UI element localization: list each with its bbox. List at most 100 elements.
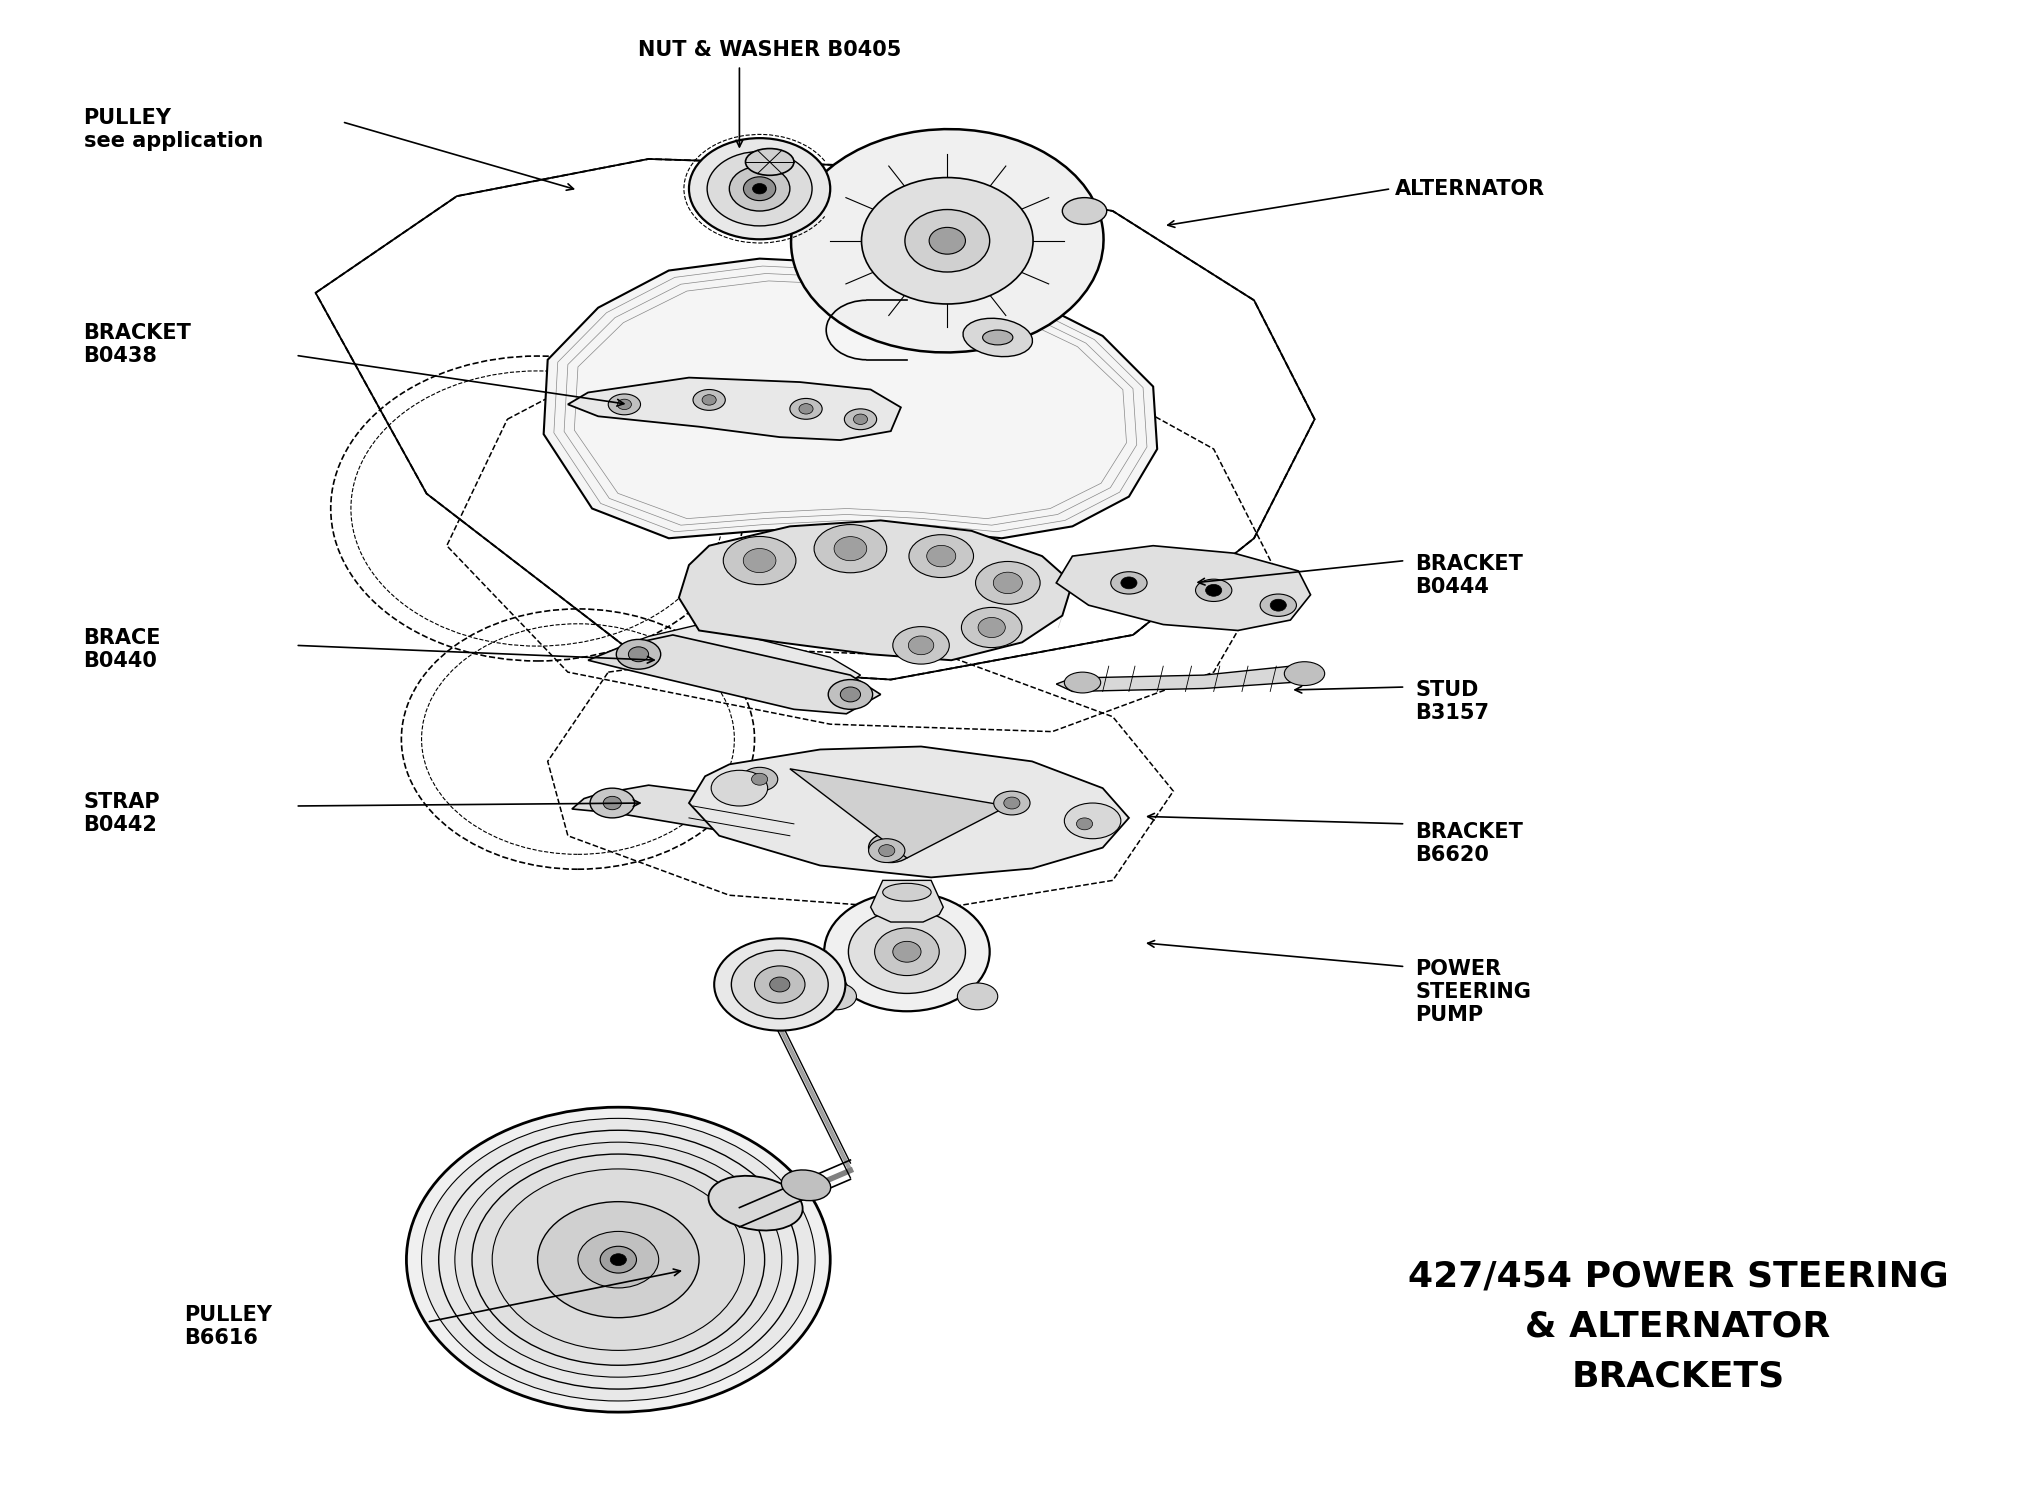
Ellipse shape bbox=[878, 845, 894, 857]
Ellipse shape bbox=[908, 534, 973, 578]
Ellipse shape bbox=[730, 166, 791, 211]
Ellipse shape bbox=[1076, 818, 1093, 830]
Ellipse shape bbox=[438, 1130, 799, 1388]
Polygon shape bbox=[543, 258, 1157, 539]
Ellipse shape bbox=[493, 1169, 744, 1350]
Ellipse shape bbox=[537, 1202, 699, 1318]
Ellipse shape bbox=[993, 791, 1030, 815]
Ellipse shape bbox=[711, 770, 768, 806]
Ellipse shape bbox=[732, 950, 829, 1018]
Ellipse shape bbox=[993, 572, 1022, 594]
Ellipse shape bbox=[604, 796, 622, 809]
Ellipse shape bbox=[1064, 803, 1121, 839]
Ellipse shape bbox=[908, 636, 934, 655]
Ellipse shape bbox=[870, 833, 912, 863]
Ellipse shape bbox=[845, 409, 876, 430]
Ellipse shape bbox=[975, 561, 1040, 605]
Polygon shape bbox=[568, 378, 900, 440]
Ellipse shape bbox=[1003, 797, 1020, 809]
Text: NUT & WASHER B0405: NUT & WASHER B0405 bbox=[639, 40, 902, 60]
Text: PULLEY
B6616: PULLEY B6616 bbox=[184, 1305, 272, 1348]
Ellipse shape bbox=[928, 227, 965, 254]
Ellipse shape bbox=[752, 773, 768, 785]
Ellipse shape bbox=[701, 394, 716, 405]
Ellipse shape bbox=[926, 545, 957, 567]
Ellipse shape bbox=[1121, 576, 1137, 588]
Ellipse shape bbox=[578, 1232, 659, 1288]
Text: STUD
B3157: STUD B3157 bbox=[1415, 681, 1490, 724]
Ellipse shape bbox=[983, 330, 1014, 345]
Text: 427/454 POWER STEERING
& ALTERNATOR
BRACKETS: 427/454 POWER STEERING & ALTERNATOR BRAC… bbox=[1407, 1260, 1948, 1394]
Ellipse shape bbox=[744, 176, 776, 200]
Ellipse shape bbox=[963, 318, 1032, 357]
Ellipse shape bbox=[707, 151, 813, 225]
Ellipse shape bbox=[472, 1154, 764, 1365]
Polygon shape bbox=[1056, 546, 1311, 630]
Ellipse shape bbox=[590, 788, 634, 818]
Ellipse shape bbox=[853, 414, 868, 424]
Ellipse shape bbox=[1261, 594, 1297, 617]
Ellipse shape bbox=[791, 399, 823, 420]
Ellipse shape bbox=[780, 1171, 831, 1200]
Ellipse shape bbox=[600, 1247, 636, 1274]
Ellipse shape bbox=[825, 893, 989, 1011]
Polygon shape bbox=[872, 881, 943, 923]
Ellipse shape bbox=[709, 1176, 803, 1230]
Ellipse shape bbox=[829, 679, 872, 709]
Ellipse shape bbox=[861, 178, 1034, 305]
Ellipse shape bbox=[849, 911, 965, 993]
Ellipse shape bbox=[892, 627, 949, 664]
Text: STRAP
B0442: STRAP B0442 bbox=[83, 791, 160, 835]
Ellipse shape bbox=[882, 884, 930, 902]
Ellipse shape bbox=[608, 394, 641, 415]
Ellipse shape bbox=[616, 639, 661, 669]
Polygon shape bbox=[679, 521, 1072, 660]
Ellipse shape bbox=[628, 646, 649, 661]
Polygon shape bbox=[791, 769, 1007, 858]
Ellipse shape bbox=[791, 128, 1103, 352]
Ellipse shape bbox=[1285, 661, 1326, 685]
Ellipse shape bbox=[618, 399, 632, 409]
Ellipse shape bbox=[1111, 572, 1147, 594]
Ellipse shape bbox=[454, 1142, 782, 1377]
Text: POWER
STEERING
PUMP: POWER STEERING PUMP bbox=[1415, 959, 1530, 1026]
Polygon shape bbox=[689, 746, 1129, 878]
Ellipse shape bbox=[422, 1118, 815, 1400]
Ellipse shape bbox=[714, 939, 845, 1030]
Ellipse shape bbox=[1206, 584, 1222, 596]
Text: BRACKET
B0438: BRACKET B0438 bbox=[83, 324, 191, 366]
Ellipse shape bbox=[1066, 812, 1103, 836]
Ellipse shape bbox=[961, 608, 1022, 648]
Ellipse shape bbox=[1062, 197, 1107, 224]
Text: BRACKET
B6620: BRACKET B6620 bbox=[1415, 821, 1524, 864]
Polygon shape bbox=[572, 785, 914, 863]
Ellipse shape bbox=[407, 1108, 831, 1412]
Ellipse shape bbox=[892, 942, 920, 961]
Ellipse shape bbox=[1271, 599, 1287, 611]
Ellipse shape bbox=[904, 209, 989, 272]
Text: PULLEY
see application: PULLEY see application bbox=[83, 107, 264, 151]
Ellipse shape bbox=[724, 536, 797, 585]
Ellipse shape bbox=[799, 403, 813, 414]
Ellipse shape bbox=[815, 524, 886, 573]
Ellipse shape bbox=[746, 148, 795, 175]
Ellipse shape bbox=[957, 982, 997, 1009]
Text: BRACKET
B0444: BRACKET B0444 bbox=[1415, 554, 1524, 597]
Ellipse shape bbox=[882, 841, 900, 854]
Ellipse shape bbox=[817, 982, 857, 1009]
Ellipse shape bbox=[689, 139, 831, 239]
Ellipse shape bbox=[754, 966, 805, 1003]
Ellipse shape bbox=[979, 618, 1005, 638]
Ellipse shape bbox=[1064, 672, 1101, 693]
Ellipse shape bbox=[742, 767, 778, 791]
Ellipse shape bbox=[744, 548, 776, 573]
Ellipse shape bbox=[693, 390, 726, 411]
Ellipse shape bbox=[833, 536, 868, 561]
Polygon shape bbox=[1056, 666, 1326, 691]
Text: ALTERNATOR: ALTERNATOR bbox=[1395, 179, 1545, 199]
Ellipse shape bbox=[610, 1254, 626, 1266]
Ellipse shape bbox=[870, 839, 904, 863]
Ellipse shape bbox=[1196, 579, 1232, 602]
Ellipse shape bbox=[752, 184, 766, 194]
Polygon shape bbox=[624, 624, 861, 694]
